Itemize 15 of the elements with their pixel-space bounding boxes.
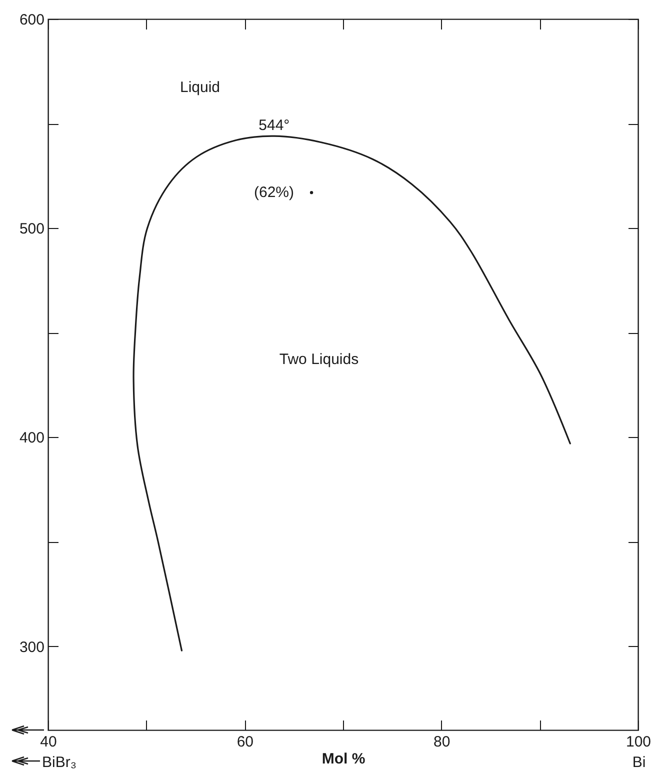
annotation: Liquid <box>180 79 220 96</box>
y-tick-label: 500 <box>19 220 44 238</box>
x-tick-label: 40 <box>40 734 57 750</box>
annotation: Two Liquids <box>279 351 359 368</box>
x-axis-title: Mol % <box>322 750 366 768</box>
text: BiBr₃ <box>42 754 76 771</box>
x-tick-label: 80 <box>433 734 450 750</box>
y-tick-label: 300 <box>19 638 44 656</box>
annotation: (62%) <box>254 184 294 201</box>
y-tick-label: 400 <box>19 430 44 447</box>
annotation: 544° <box>258 117 290 134</box>
y-tick-label: 600 <box>19 12 44 28</box>
x-tick-label: 60 <box>236 734 254 750</box>
text: Bi <box>632 754 646 771</box>
x-tick-label: 100 <box>626 734 652 750</box>
